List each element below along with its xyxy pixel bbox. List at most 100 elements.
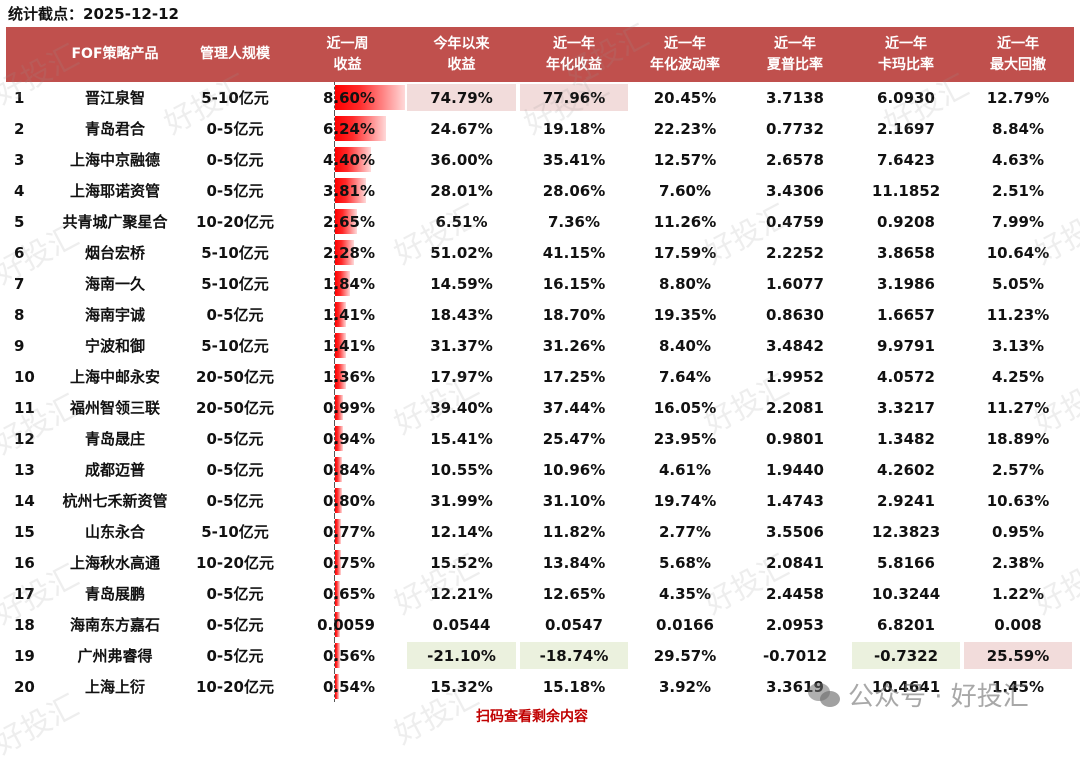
max-drawdown-value: 8.84% <box>991 119 1045 138</box>
annualized-return: 17.25% <box>518 361 630 392</box>
table-row: 10 上海中邮永安 20-50亿元 1.36% 17.97% 17.25% 7.64% 1.9… <box>6 361 1074 392</box>
product-name-value: 海南一久 <box>84 275 145 293</box>
calmar-ratio: 2.1697 <box>850 113 962 144</box>
max-drawdown: 18.89% <box>962 423 1074 454</box>
volatility-value: 17.59% <box>653 243 717 262</box>
rank-cell-value: 19 <box>14 646 35 665</box>
calmar-ratio: 1.6657 <box>850 299 962 330</box>
volatility-value: 0.0166 <box>656 615 714 634</box>
volatility-value: 8.80% <box>658 274 712 293</box>
calmar-ratio-value: 10.3244 <box>871 584 941 603</box>
header-week-l2: 收益 <box>333 56 362 73</box>
max-drawdown-value: 11.23% <box>986 305 1050 324</box>
table-row: 2 青岛君合 0-5亿元 6.24% 24.67% 19.18% 22.23% 0.7732 2… <box>6 113 1074 144</box>
header-week-return: 近一周 收益 <box>290 27 405 82</box>
data-bar <box>335 333 346 358</box>
volatility: 20.45% <box>630 82 740 113</box>
week-return: 0.75% <box>290 547 405 578</box>
sharpe-ratio-value: 2.6578 <box>766 150 824 169</box>
calmar-ratio-value: 2.9241 <box>877 491 935 510</box>
product-name: 海南一久 <box>50 268 180 299</box>
ytd-return: 51.02% <box>405 237 518 268</box>
week-return: 0.0059 <box>290 609 405 640</box>
week-return-value: 0.80% <box>322 491 375 510</box>
calmar-ratio: 9.9791 <box>850 330 962 361</box>
week-return-value: 2.28% <box>322 243 375 262</box>
data-bar <box>335 395 343 420</box>
sharpe-ratio: 0.8630 <box>740 299 850 330</box>
rank-cell-value: 5 <box>14 212 25 231</box>
calmar-ratio-value: 0.9208 <box>877 212 935 231</box>
manager-scale: 0-5亿元 <box>180 485 290 516</box>
week-return-value: 6.24% <box>322 119 375 138</box>
sharpe-ratio-value: 2.2252 <box>766 243 824 262</box>
calmar-ratio: 5.8166 <box>850 547 962 578</box>
annualized-return: 25.47% <box>518 423 630 454</box>
volatility-value: 5.68% <box>658 553 712 572</box>
annualized-return: 0.0547 <box>518 609 630 640</box>
ytd-return: 15.32% <box>405 671 518 702</box>
calmar-ratio-value: 10.4641 <box>871 677 941 696</box>
highlight-green <box>407 642 516 669</box>
data-bar-axis <box>334 671 335 702</box>
table-row: 15 山东永合 5-10亿元 0.77% 12.14% 11.82% 2.77% 3.5506… <box>6 516 1074 547</box>
ytd-return-value: 15.52% <box>430 553 493 572</box>
max-drawdown: 5.05% <box>962 268 1074 299</box>
volatility-value: 20.45% <box>653 88 717 107</box>
volatility-value: 29.57% <box>653 646 717 665</box>
data-bar <box>335 426 343 451</box>
ytd-return-value: 15.41% <box>430 429 493 448</box>
manager-scale-value: 0-5亿元 <box>206 585 264 603</box>
volatility-value: 8.40% <box>658 336 712 355</box>
sharpe-ratio-value: 1.4743 <box>766 491 824 510</box>
sharpe-ratio: 2.4458 <box>740 578 850 609</box>
data-bar-axis <box>334 361 335 392</box>
data-bar <box>335 209 357 234</box>
product-name: 上海中邮永安 <box>50 361 180 392</box>
rank-cell-value: 20 <box>14 677 35 696</box>
volatility-value: 3.92% <box>658 677 712 696</box>
max-drawdown: 10.64% <box>962 237 1074 268</box>
max-drawdown-value: 18.89% <box>986 429 1050 448</box>
annualized-return: 77.96% <box>518 82 630 113</box>
sharpe-ratio: 2.2252 <box>740 237 850 268</box>
week-return: 0.84% <box>290 454 405 485</box>
manager-scale-value: 0-5亿元 <box>206 461 264 479</box>
product-name-value: 广州弗睿得 <box>77 647 153 665</box>
product-name-value: 共青城广聚星合 <box>62 213 168 231</box>
manager-scale: 10-20亿元 <box>180 671 290 702</box>
calmar-ratio: 2.9241 <box>850 485 962 516</box>
max-drawdown-value: 2.51% <box>991 181 1045 200</box>
week-return-value: 1.41% <box>322 305 375 324</box>
product-name-value: 福州智领三联 <box>69 399 160 417</box>
fof-ranking-table: FOF策略产品 管理人规模 近一周 收益 今年以来 收益 近一年 年化收益 近一… <box>6 27 1074 702</box>
annualized-return: 16.15% <box>518 268 630 299</box>
calmar-ratio: 3.3217 <box>850 392 962 423</box>
rank-cell: 5 <box>6 206 50 237</box>
max-drawdown-value: 3.13% <box>991 336 1045 355</box>
volatility: 23.95% <box>630 423 740 454</box>
product-name: 青岛君合 <box>50 113 180 144</box>
table-row: 8 海南宇诚 0-5亿元 1.41% 18.43% 18.70% 19.35% 0.8630 1… <box>6 299 1074 330</box>
ytd-return-value: 12.21% <box>430 584 493 603</box>
product-name-value: 青岛展鹏 <box>84 585 145 603</box>
ytd-return-value: 28.01% <box>430 181 493 200</box>
table-row: 4 上海耶诺资管 0-5亿元 3.81% 28.01% 28.06% 7.60% 3.4306… <box>6 175 1074 206</box>
highlight-pink <box>964 642 1072 669</box>
annualized-return-value: 77.96% <box>542 88 606 107</box>
annualized-return: 35.41% <box>518 144 630 175</box>
header-calmar: 近一年 卡玛比率 <box>850 27 962 82</box>
max-drawdown-value: 7.99% <box>991 212 1045 231</box>
volatility-value: 22.23% <box>653 119 717 138</box>
max-drawdown: 12.79% <box>962 82 1074 113</box>
sharpe-ratio-value: 2.2081 <box>766 398 824 417</box>
scan-more-note: 扫码查看剩余内容 <box>476 709 588 725</box>
annualized-return-value: 37.44% <box>542 398 606 417</box>
calmar-ratio: 6.0930 <box>850 82 962 113</box>
data-bar <box>335 550 341 575</box>
header-mdd-l1: 近一年 <box>997 35 1039 52</box>
annualized-return: 37.44% <box>518 392 630 423</box>
ytd-return-value: 36.00% <box>430 150 493 169</box>
sharpe-ratio: 3.4842 <box>740 330 850 361</box>
annualized-return-value: 31.26% <box>542 336 606 355</box>
